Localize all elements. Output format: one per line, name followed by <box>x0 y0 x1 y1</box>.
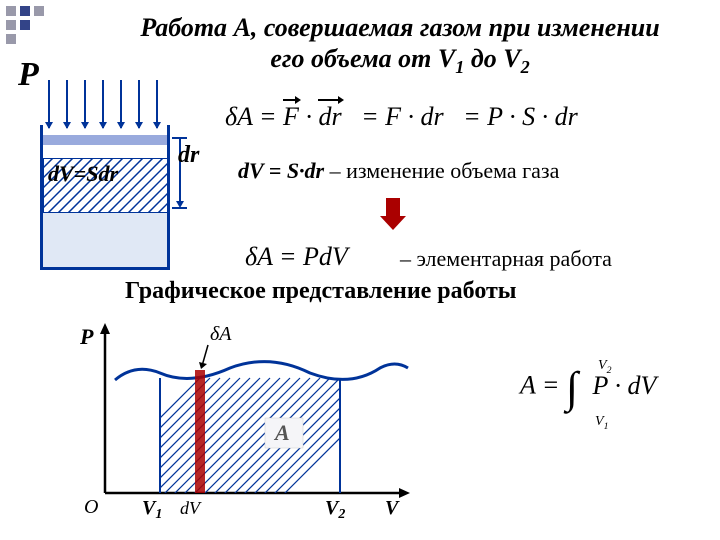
dv-explanation: dV = S·dr – изменение объема газа <box>238 158 559 184</box>
dv-sdr-label: dV=Sdr <box>48 161 118 187</box>
pv-graph: δA P O V1 dV V2 V A <box>80 318 420 528</box>
svg-text:O: O <box>84 496 98 518</box>
equation-elementary-work: δA = PdV <box>245 242 348 272</box>
dr-label: dr <box>178 142 199 169</box>
svg-text:V1: V1 <box>142 497 162 522</box>
integral-equation: A = ∫ V2 V1 P · dV <box>520 370 656 405</box>
svg-text:P: P <box>79 324 94 349</box>
svg-text:δA: δA <box>210 323 232 345</box>
page-title: Работа А, совершаемая газом при изменени… <box>90 12 710 79</box>
piston-diagram: dV=Sdr <box>40 80 170 270</box>
pressure-label: P <box>18 56 39 94</box>
svg-text:V: V <box>385 497 400 519</box>
equation-work-differential: δA = F · dr = F · dr = P · S · dr <box>225 102 578 132</box>
svg-text:dV: dV <box>180 498 202 518</box>
elementary-work-label: – элементарная работа <box>400 246 612 272</box>
down-arrow-icon <box>380 198 406 228</box>
graph-title: Графическое представление работы <box>125 278 517 305</box>
svg-text:A: A <box>273 420 290 445</box>
svg-text:V2: V2 <box>325 497 345 522</box>
